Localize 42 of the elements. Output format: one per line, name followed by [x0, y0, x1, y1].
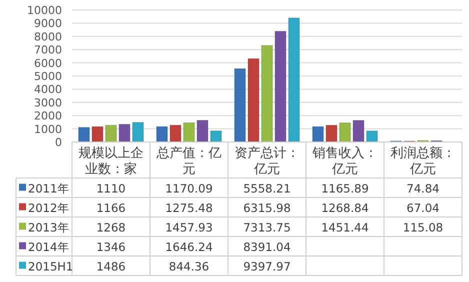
data-label: 1346 — [96, 240, 126, 254]
data-label: 844.36 — [168, 259, 210, 274]
data-label: 6315.98 — [243, 200, 291, 215]
data-label: 8391.04 — [243, 240, 291, 254]
y-tick-label: 1000 — [34, 122, 62, 136]
legend-label: 2013年 — [28, 220, 70, 234]
y-tick-label: 10000 — [27, 4, 62, 17]
x-tick-label: 总产值：亿元 — [156, 146, 222, 177]
data-label: 1166 — [96, 200, 126, 215]
data-label: 1268 — [96, 220, 126, 234]
y-tick-label: 8000 — [34, 30, 62, 44]
data-label: 5558.21 — [243, 181, 291, 196]
data-label: 1165.89 — [321, 181, 369, 196]
x-tick-label: 规模以上企业数：家 — [78, 146, 144, 177]
data-label: 1457.93 — [165, 220, 213, 234]
y-tick-label: 2000 — [34, 110, 62, 123]
y-tick-label: 3000 — [34, 96, 62, 110]
y-tick-label: 0 — [55, 136, 62, 149]
y-tick-label: 6000 — [34, 56, 62, 70]
x-tick-label: 利润总额：亿元 — [390, 146, 456, 177]
data-label: 1110 — [96, 181, 126, 196]
data-label: 7313.75 — [243, 220, 291, 234]
y-tick-label: 7000 — [34, 44, 62, 57]
data-label: 1275.48 — [165, 200, 213, 215]
legend-label: 2012年 — [28, 200, 70, 215]
data-label: 1646.24 — [165, 240, 213, 254]
data-label: 1268.84 — [321, 200, 369, 215]
x-tick-label: 销售收入：亿元 — [312, 146, 378, 177]
data-label: 74.84 — [406, 181, 440, 196]
data-label: 1170.09 — [165, 181, 213, 196]
data-label: 9397.97 — [243, 259, 291, 274]
legend-label: 2011年 — [28, 181, 70, 196]
y-tick-label: 4000 — [34, 83, 62, 96]
legend-label: 2014年 — [28, 240, 70, 254]
data-label: 1451.44 — [321, 220, 369, 234]
x-tick-label: 资产总计：亿元 — [234, 146, 300, 177]
legend-label: 2015H1 — [28, 259, 74, 274]
y-tick-label: 5000 — [34, 70, 62, 83]
data-label: 1486 — [96, 259, 126, 274]
y-tick-label: 9000 — [34, 17, 62, 30]
data-label: 115.08 — [402, 220, 444, 234]
data-label: 67.04 — [406, 200, 440, 215]
